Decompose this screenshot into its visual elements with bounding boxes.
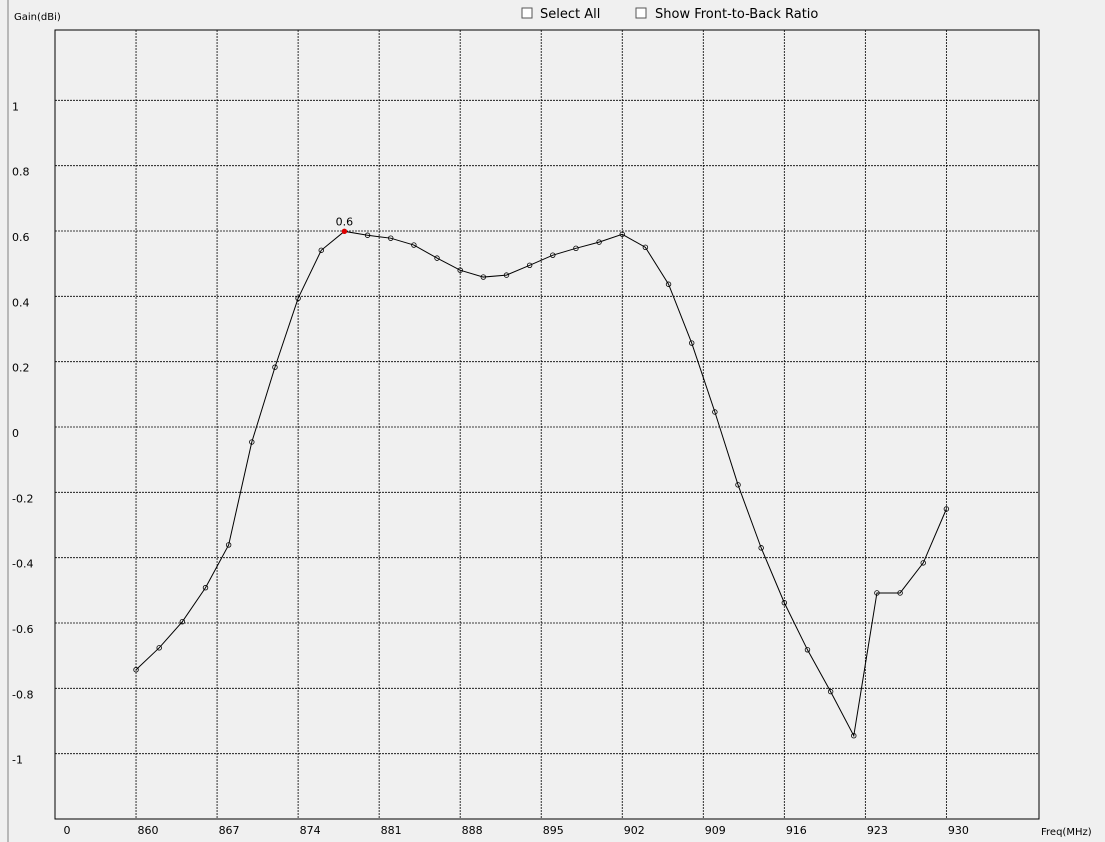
data-point	[179, 618, 186, 625]
x-tick-label: 923	[867, 824, 888, 837]
x-tick-label: 860	[138, 824, 159, 837]
data-point	[781, 600, 788, 606]
y-tick-label: 1	[12, 100, 19, 113]
data-label: 0.6	[336, 215, 354, 228]
x-tick-label: 874	[300, 824, 321, 837]
x-tick-label: 867	[219, 824, 240, 837]
data-point	[295, 295, 301, 301]
data-point	[225, 542, 232, 548]
data-point	[642, 244, 649, 251]
y-tick-label: -0.8	[12, 688, 33, 701]
highlight-point	[341, 228, 348, 235]
y-tick-label: -0.2	[12, 492, 33, 505]
x-tick-label: 888	[462, 824, 483, 837]
data-point	[202, 585, 209, 591]
checkbox[interactable]	[521, 7, 533, 19]
x-axis-label: Freq(MHz)	[1041, 827, 1092, 838]
data-line	[135, 230, 947, 738]
x-tick-label: 916	[786, 824, 807, 837]
y-tick-label: 0.4	[12, 296, 30, 309]
data-point	[920, 560, 926, 566]
x-tick-label: 930	[948, 824, 969, 837]
data-point	[665, 281, 672, 287]
y-tick-label: 0.8	[12, 166, 30, 179]
checkbox-label[interactable]: Show Front-to-Back Ratio	[655, 7, 818, 22]
data-point	[804, 647, 811, 653]
y-tick-label: -0.4	[12, 558, 33, 571]
data-point	[943, 506, 950, 512]
data-point	[388, 235, 394, 241]
data-point	[550, 252, 556, 258]
data-point	[851, 733, 857, 739]
y-tick-label: 0	[12, 427, 19, 440]
data-point	[619, 231, 625, 237]
checkbox[interactable]	[635, 7, 647, 19]
data-point	[758, 545, 764, 551]
y-tick-label: -1	[12, 754, 23, 767]
data-point	[735, 482, 741, 488]
data-point	[480, 274, 487, 280]
x-tick-label: 902	[624, 824, 645, 837]
data-point	[411, 242, 417, 248]
data-point	[596, 239, 602, 245]
data-point	[434, 255, 440, 261]
data-point	[526, 262, 533, 268]
y-tick-label: -0.6	[12, 623, 33, 636]
x-tick-label: 895	[543, 824, 564, 837]
data-point	[249, 439, 255, 445]
plot-border	[54, 29, 1040, 820]
data-point	[827, 688, 834, 695]
y-tick-label: 0.2	[12, 362, 30, 375]
data-point	[897, 590, 903, 596]
data-point	[457, 267, 463, 273]
data-point	[156, 645, 162, 651]
x-tick-label: 909	[705, 824, 726, 837]
data-point	[689, 340, 695, 346]
data-point	[503, 272, 510, 278]
y-axis-label: Gain(dBi)	[14, 12, 61, 23]
checkbox-label[interactable]: Select All	[540, 7, 600, 22]
plot-area: -1 -0.8 -0.6 -0.4 -0.2 0 0.2 0.4 0.6 0.8 1 0 860 867 8…	[12, 29, 1040, 837]
data-point	[712, 409, 718, 415]
data-point	[272, 364, 278, 370]
x-tick-label: 881	[381, 824, 402, 837]
data-point	[318, 247, 324, 253]
data-point	[573, 245, 579, 252]
data-point	[133, 667, 139, 673]
y-tick-label: 0.6	[12, 231, 30, 244]
data-point	[874, 590, 880, 596]
x-tick-label: 0	[64, 824, 71, 837]
data-point	[364, 232, 371, 238]
